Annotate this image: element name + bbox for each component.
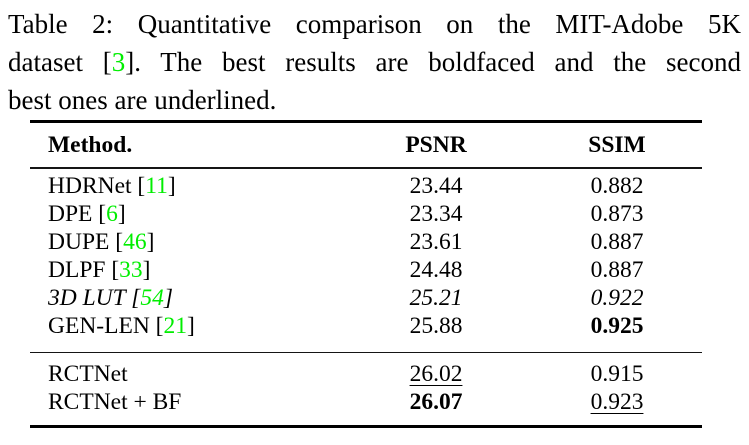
psnr-value: 26.07 — [409, 388, 463, 415]
psnr-value: 25.21 — [409, 285, 463, 312]
psnr-value: 23.61 — [409, 229, 463, 256]
table-rule-bottom — [30, 425, 702, 429]
method-name: DUPE [ — [48, 229, 124, 256]
table-row: DLPF [33] 24.48 0.887 — [30, 257, 702, 285]
citation-link[interactable]: 33 — [119, 257, 143, 284]
citation-link[interactable]: 6 — [106, 201, 118, 228]
ssim-value: 0.882 — [590, 173, 644, 200]
method-cite-bracket: ] — [146, 229, 155, 256]
table-row: DPE [6] 23.34 0.873 — [30, 201, 702, 229]
method-cell: GEN-LEN [21] — [30, 313, 315, 340]
method-cite-bracket: ] — [167, 173, 176, 200]
method-name: HDRNet [ — [48, 173, 146, 200]
method-cell: DPE [6] — [30, 201, 315, 228]
ssim-value: 0.923 — [590, 388, 644, 415]
table-row: HDRNet [11] 23.44 0.882 — [30, 173, 702, 201]
table-row: GEN-LEN [21] 25.88 0.925 — [30, 313, 702, 341]
method-name: DLPF [ — [48, 257, 120, 284]
method-cite-bracket: ] — [163, 285, 173, 312]
table-rule-header — [30, 167, 702, 169]
column-header-method: Method. — [48, 131, 133, 158]
psnr-value: 23.44 — [409, 173, 463, 200]
caption-line: dataset [3]. The best results are boldfa… — [8, 43, 741, 81]
ssim-value: 0.873 — [590, 201, 644, 228]
table-body-ours: RCTNet 26.02 0.915 RCTNet + BF 26.07 0.923 — [30, 353, 702, 425]
ssim-cell: 0.887 — [557, 229, 677, 256]
table-body-methods: HDRNet [11] 23.44 0.882 DPE [6] 23.34 0.873 DU… — [30, 169, 702, 352]
table-rule-top — [30, 120, 702, 123]
method-name: RCTNet + BF — [48, 388, 182, 415]
table-row: 3D LUT [54] 25.21 0.922 — [30, 285, 702, 313]
method-name: DPE [ — [48, 201, 107, 228]
ssim-cell: 0.887 — [557, 257, 677, 284]
psnr-cell: 23.44 — [315, 173, 557, 200]
table-row: DUPE [46] 23.61 0.887 — [30, 229, 702, 257]
column-header-psnr: PSNR — [405, 131, 467, 158]
table-row: RCTNet 26.02 0.915 — [30, 360, 702, 388]
ssim-value: 0.887 — [590, 257, 644, 284]
psnr-value: 23.34 — [409, 201, 463, 228]
citation-link[interactable]: 11 — [145, 173, 168, 200]
column-header-ssim: SSIM — [588, 131, 646, 158]
ssim-cell: 0.915 — [557, 361, 677, 388]
psnr-cell: 25.88 — [315, 313, 557, 340]
psnr-value: 26.02 — [409, 360, 463, 387]
paper-page: Table 2: Quantitative comparison on the … — [0, 5, 749, 445]
table-row: RCTNet + BF 26.07 0.923 — [30, 388, 702, 416]
method-cite-bracket: ] — [117, 201, 126, 228]
ssim-cell: 0.882 — [557, 173, 677, 200]
ssim-cell: 0.925 — [557, 313, 677, 340]
method-cell: 3D LUT [54] — [30, 285, 315, 312]
caption-text: best ones are underlined. — [8, 85, 277, 115]
psnr-value: 25.88 — [409, 313, 463, 340]
method-name: RCTNet — [48, 360, 128, 387]
ssim-value: 0.915 — [590, 360, 644, 387]
ssim-cell: 0.923 — [557, 389, 677, 416]
ssim-value: 0.922 — [590, 285, 644, 312]
method-cell: RCTNet + BF — [30, 389, 315, 416]
ssim-value: 0.925 — [590, 313, 644, 340]
psnr-cell: 24.48 — [315, 257, 557, 284]
ssim-cell: 0.873 — [557, 201, 677, 228]
table-rule-mid — [30, 351, 702, 354]
caption-text: ]. The best results are boldfaced and th… — [125, 47, 741, 77]
method-cell: RCTNet — [30, 361, 315, 388]
method-cell: DUPE [46] — [30, 229, 315, 256]
caption-line: best ones are underlined. — [8, 81, 741, 119]
citation-link[interactable]: 54 — [140, 285, 164, 312]
psnr-cell: 26.07 — [315, 389, 557, 416]
ssim-cell: 0.922 — [557, 285, 677, 312]
table-caption: Table 2: Quantitative comparison on the … — [8, 5, 741, 120]
caption-text: dataset [ — [8, 47, 112, 77]
psnr-cell: 26.02 — [315, 361, 557, 388]
method-cite-bracket: ] — [187, 313, 195, 340]
caption-text: Table 2: Quantitative comparison on the … — [8, 9, 741, 39]
results-table: Method. PSNR SSIM HDRNet [11] 23.44 0.882 D… — [30, 120, 702, 429]
method-name: GEN-LEN [ — [48, 313, 164, 340]
method-cell: DLPF [33] — [30, 257, 315, 284]
psnr-value: 24.48 — [409, 257, 463, 284]
ssim-value: 0.887 — [590, 229, 644, 256]
citation-link[interactable]: 3 — [111, 47, 126, 77]
psnr-cell: 25.21 — [315, 285, 557, 312]
psnr-cell: 23.61 — [315, 229, 557, 256]
citation-link[interactable]: 46 — [123, 229, 147, 256]
psnr-cell: 23.34 — [315, 201, 557, 228]
method-cell: HDRNet [11] — [30, 173, 315, 200]
table-header-row: Method. PSNR SSIM — [30, 123, 702, 167]
method-cite-bracket: ] — [142, 257, 151, 284]
caption-line: Table 2: Quantitative comparison on the … — [8, 5, 741, 43]
citation-link[interactable]: 21 — [163, 313, 188, 340]
method-name: 3D LUT [ — [48, 285, 141, 312]
